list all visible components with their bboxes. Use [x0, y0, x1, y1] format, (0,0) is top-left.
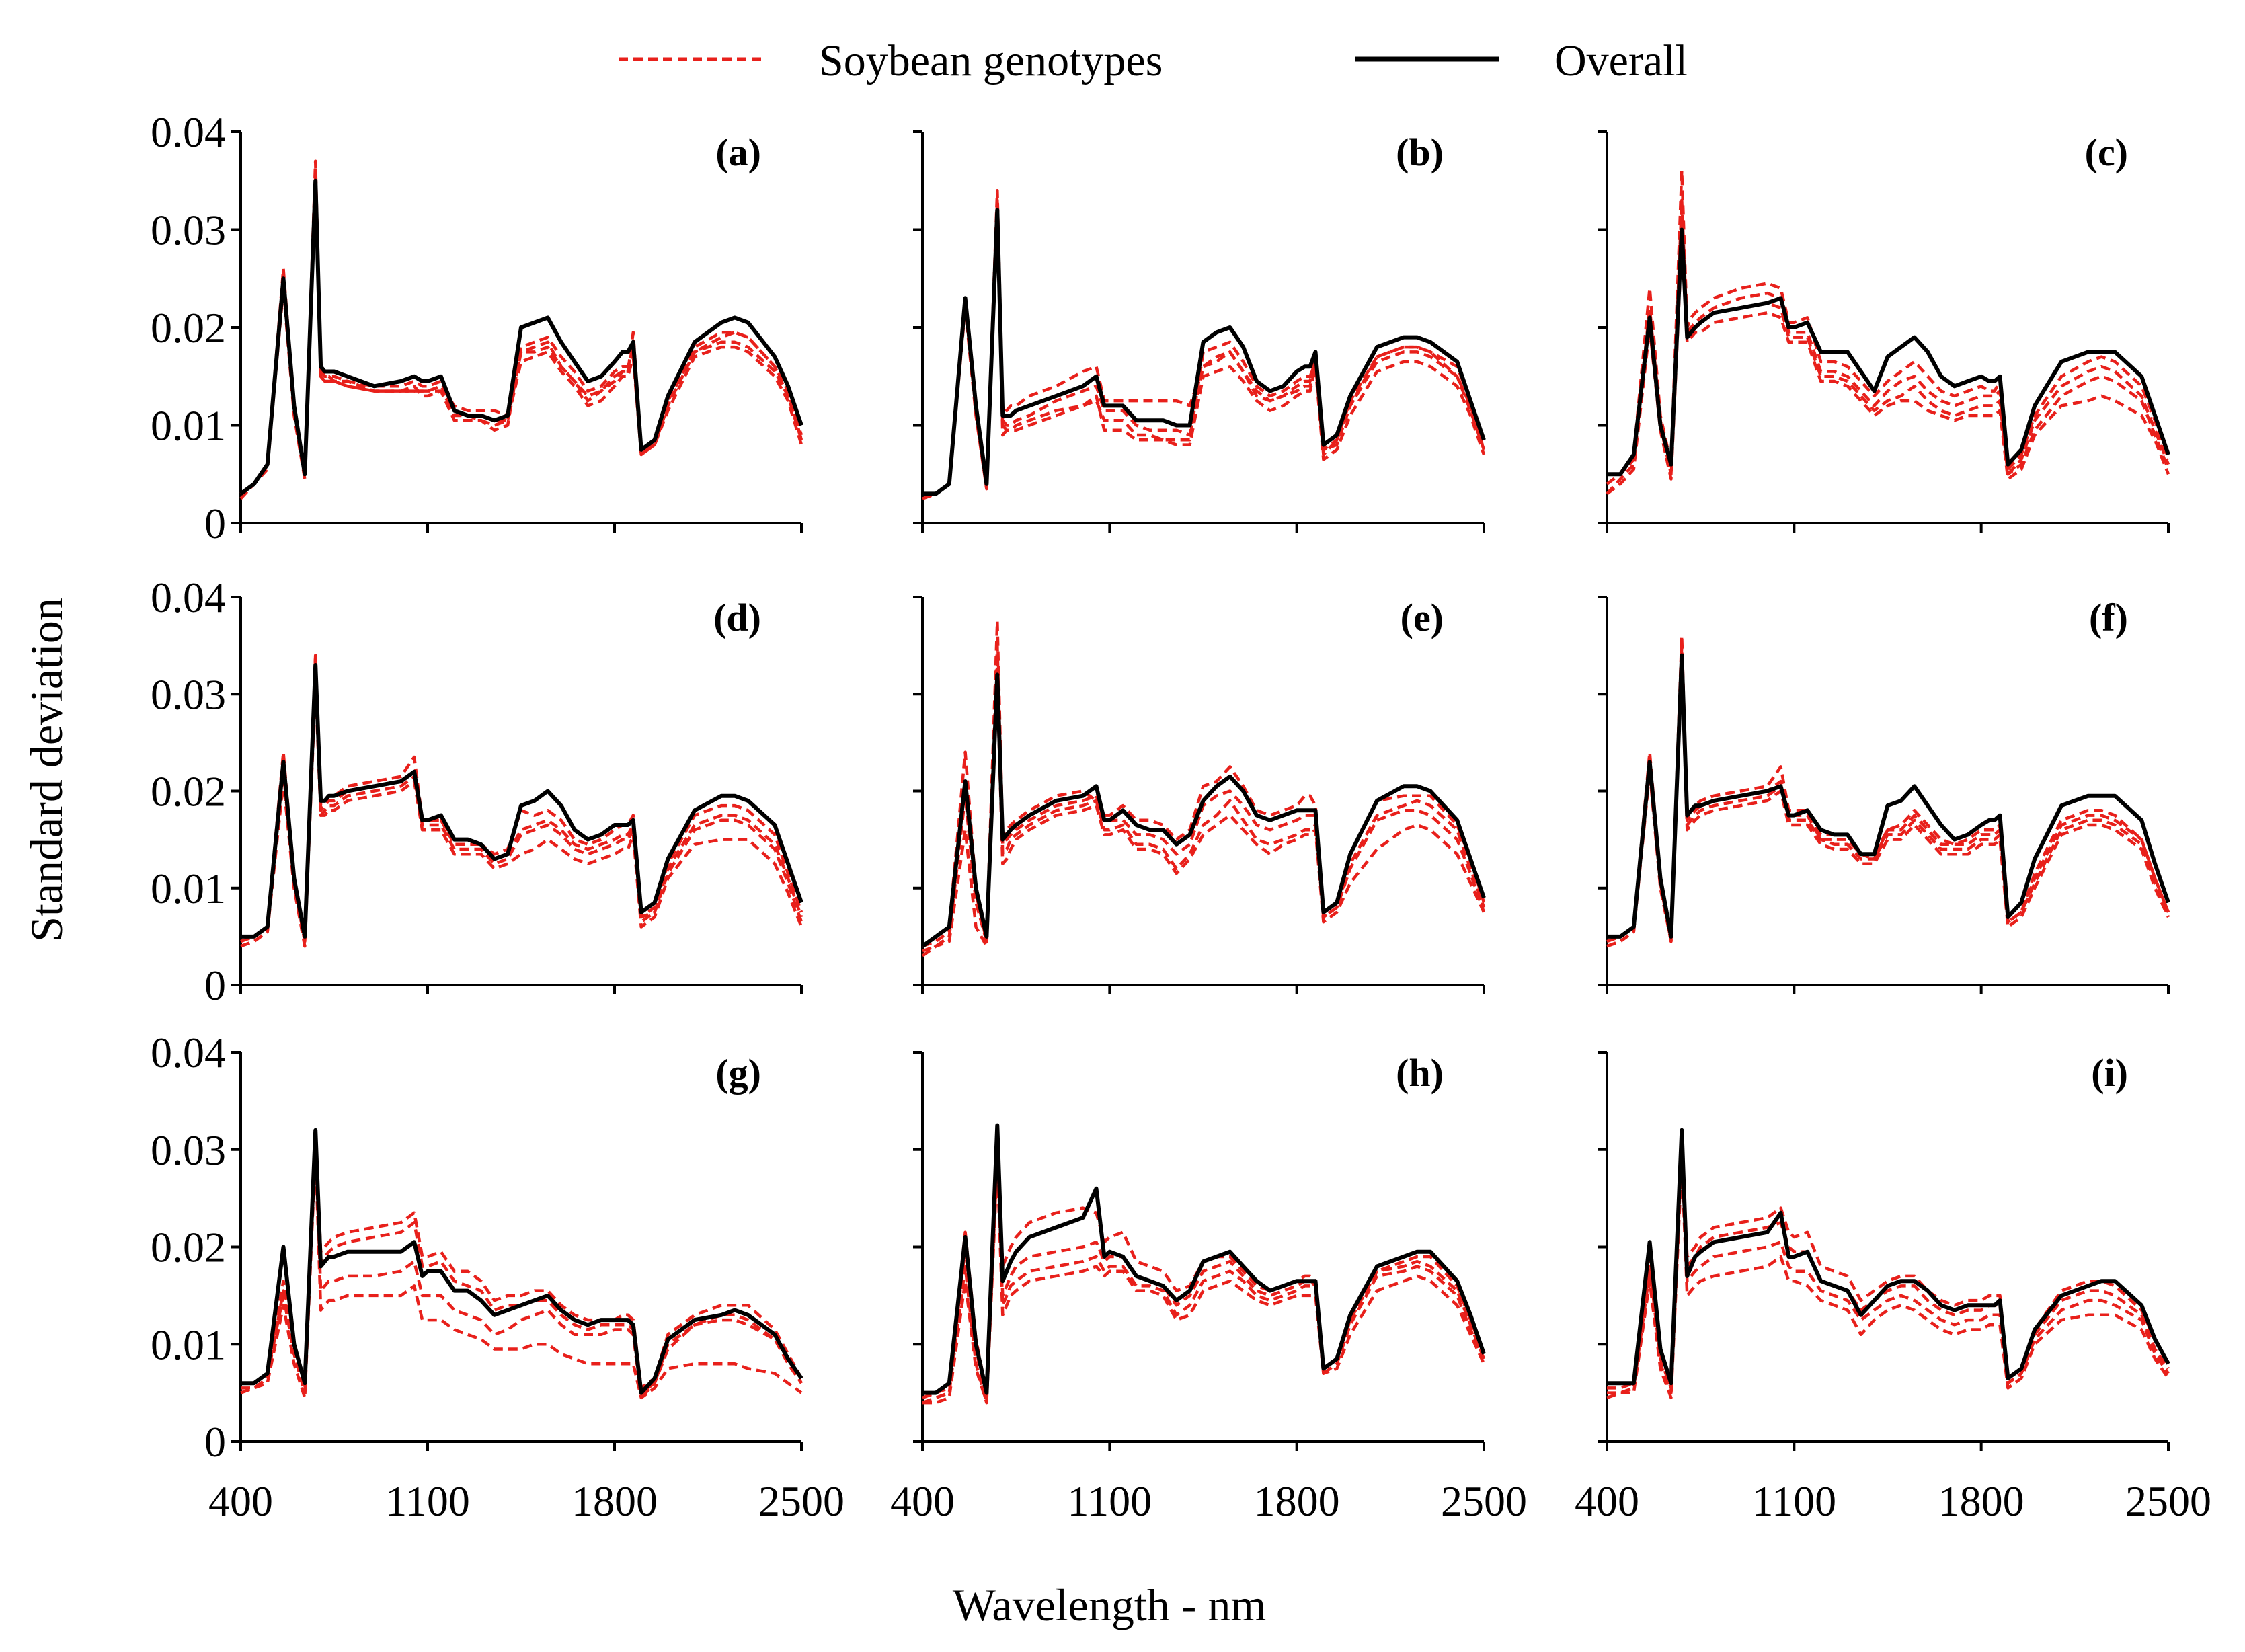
y-tick-label: 0 [204, 961, 226, 1009]
x-tick-label: 2500 [2125, 1477, 2211, 1525]
y-tick-label: 0.01 [151, 402, 226, 450]
genotype-series-3 [921, 663, 1486, 957]
y-tick-label: 0.03 [151, 1126, 226, 1174]
overall-series [239, 178, 803, 496]
genotype-series-3 [240, 1148, 803, 1400]
x-tick-label: 1800 [572, 1477, 658, 1525]
y-tick-label: 0.03 [151, 206, 226, 254]
x-tick-label: 2500 [1441, 1477, 1527, 1525]
y-tick-label: 0.03 [151, 670, 226, 718]
overall-series [922, 1123, 1486, 1395]
overall-series [921, 672, 1486, 948]
x-tick-label: 1100 [1752, 1477, 1837, 1525]
genotype-series-4 [1606, 663, 2170, 948]
panel-label: (g) [715, 1051, 761, 1095]
panel-label: (h) [1396, 1051, 1444, 1095]
genotype-series-2 [1606, 643, 2170, 943]
genotype-series-3 [922, 1152, 1486, 1405]
legend-overall-label: Overall [1554, 36, 1688, 85]
legend-genotypes-label: Soybean genotypes [819, 36, 1163, 85]
genotype-series-1 [921, 619, 1486, 948]
overall-series [1607, 1128, 2170, 1386]
y-tick-label: 0.01 [151, 865, 226, 912]
panel-label: (f) [2089, 596, 2128, 639]
genotype-series-4 [1606, 237, 2170, 496]
panel-label: (b) [1396, 130, 1444, 174]
panel-g: 0 0.01 0.02 0.03 0.04 400 1100 1800 2500 (g) [151, 1029, 844, 1525]
genotype-series-4 [922, 1163, 1486, 1405]
genotype-series-1 [1607, 634, 2170, 939]
panel-label: (d) [713, 596, 761, 639]
x-tick-label: 1800 [1254, 1477, 1340, 1525]
genotype-series-4 [922, 682, 1486, 953]
genotype-series-4 [1606, 1157, 2170, 1400]
panel-d: 0 0.01 0.02 0.03 0.04 (d) [151, 574, 803, 1009]
y-tick-label: 0.04 [151, 1029, 226, 1076]
panel-grid: 00.010.020.030.04 (a) (b) (c)00.010.020.030… [151, 108, 2211, 1525]
genotype-series-4 [922, 198, 1486, 500]
panel-a: 0 0.01 0.02 0.03 0.04 (a) [151, 108, 803, 547]
overall-series [241, 1128, 803, 1395]
panel-e: (e) [913, 596, 1486, 994]
genotype-series-3 [239, 189, 803, 496]
genotype-series-4 [240, 682, 803, 948]
x-tick-label: 1100 [1068, 1477, 1152, 1525]
panel-c: (c) [1598, 130, 2170, 533]
overall-series [1607, 227, 2170, 477]
overall-series [1607, 653, 2170, 939]
genotype-series-1 [1607, 169, 2170, 476]
genotype-series-2 [1606, 198, 2170, 485]
panel-label: (e) [1401, 596, 1444, 639]
panel-b: (b) [913, 130, 1486, 533]
panel-label: (a) [715, 130, 761, 174]
x-axis-title: Wavelength - nm [953, 1579, 1267, 1630]
genotype-series-2 [241, 1143, 803, 1400]
overall-series [241, 663, 803, 939]
panel-i: 400 1100 1800 2500 (i) [1575, 1051, 2211, 1525]
x-tick-label: 1100 [385, 1477, 470, 1525]
panel-label: (i) [2091, 1051, 2128, 1095]
x-tick-label: 400 [208, 1477, 273, 1525]
genotype-series-4 [239, 174, 803, 500]
y-axis-title: Standard deviation [21, 598, 72, 942]
overall-series [922, 208, 1486, 496]
panel-label: (c) [2085, 130, 2128, 174]
genotype-series-3 [1606, 654, 2170, 948]
y-tick-label: 0.02 [151, 768, 226, 816]
y-tick-label: 0.02 [151, 304, 226, 352]
panel-h: 400 1100 1800 2500 (h) [890, 1051, 1527, 1525]
x-tick-label: 1800 [1938, 1477, 2024, 1525]
y-tick-label: 0 [204, 1418, 226, 1466]
x-tick-label: 400 [1575, 1477, 1639, 1525]
legend: Soybean genotypes Overall [619, 36, 1688, 85]
y-tick-label: 0.04 [151, 108, 226, 156]
y-tick-label: 0.01 [151, 1321, 226, 1368]
x-tick-label: 400 [890, 1477, 955, 1525]
panel-f: (f) [1598, 596, 2170, 994]
y-tick-label: 0 [204, 500, 226, 547]
x-tick-label: 2500 [758, 1477, 844, 1525]
y-tick-label: 0.02 [151, 1224, 226, 1271]
genotype-series-3 [1607, 1148, 2170, 1394]
y-tick-label: 0.04 [151, 574, 226, 621]
